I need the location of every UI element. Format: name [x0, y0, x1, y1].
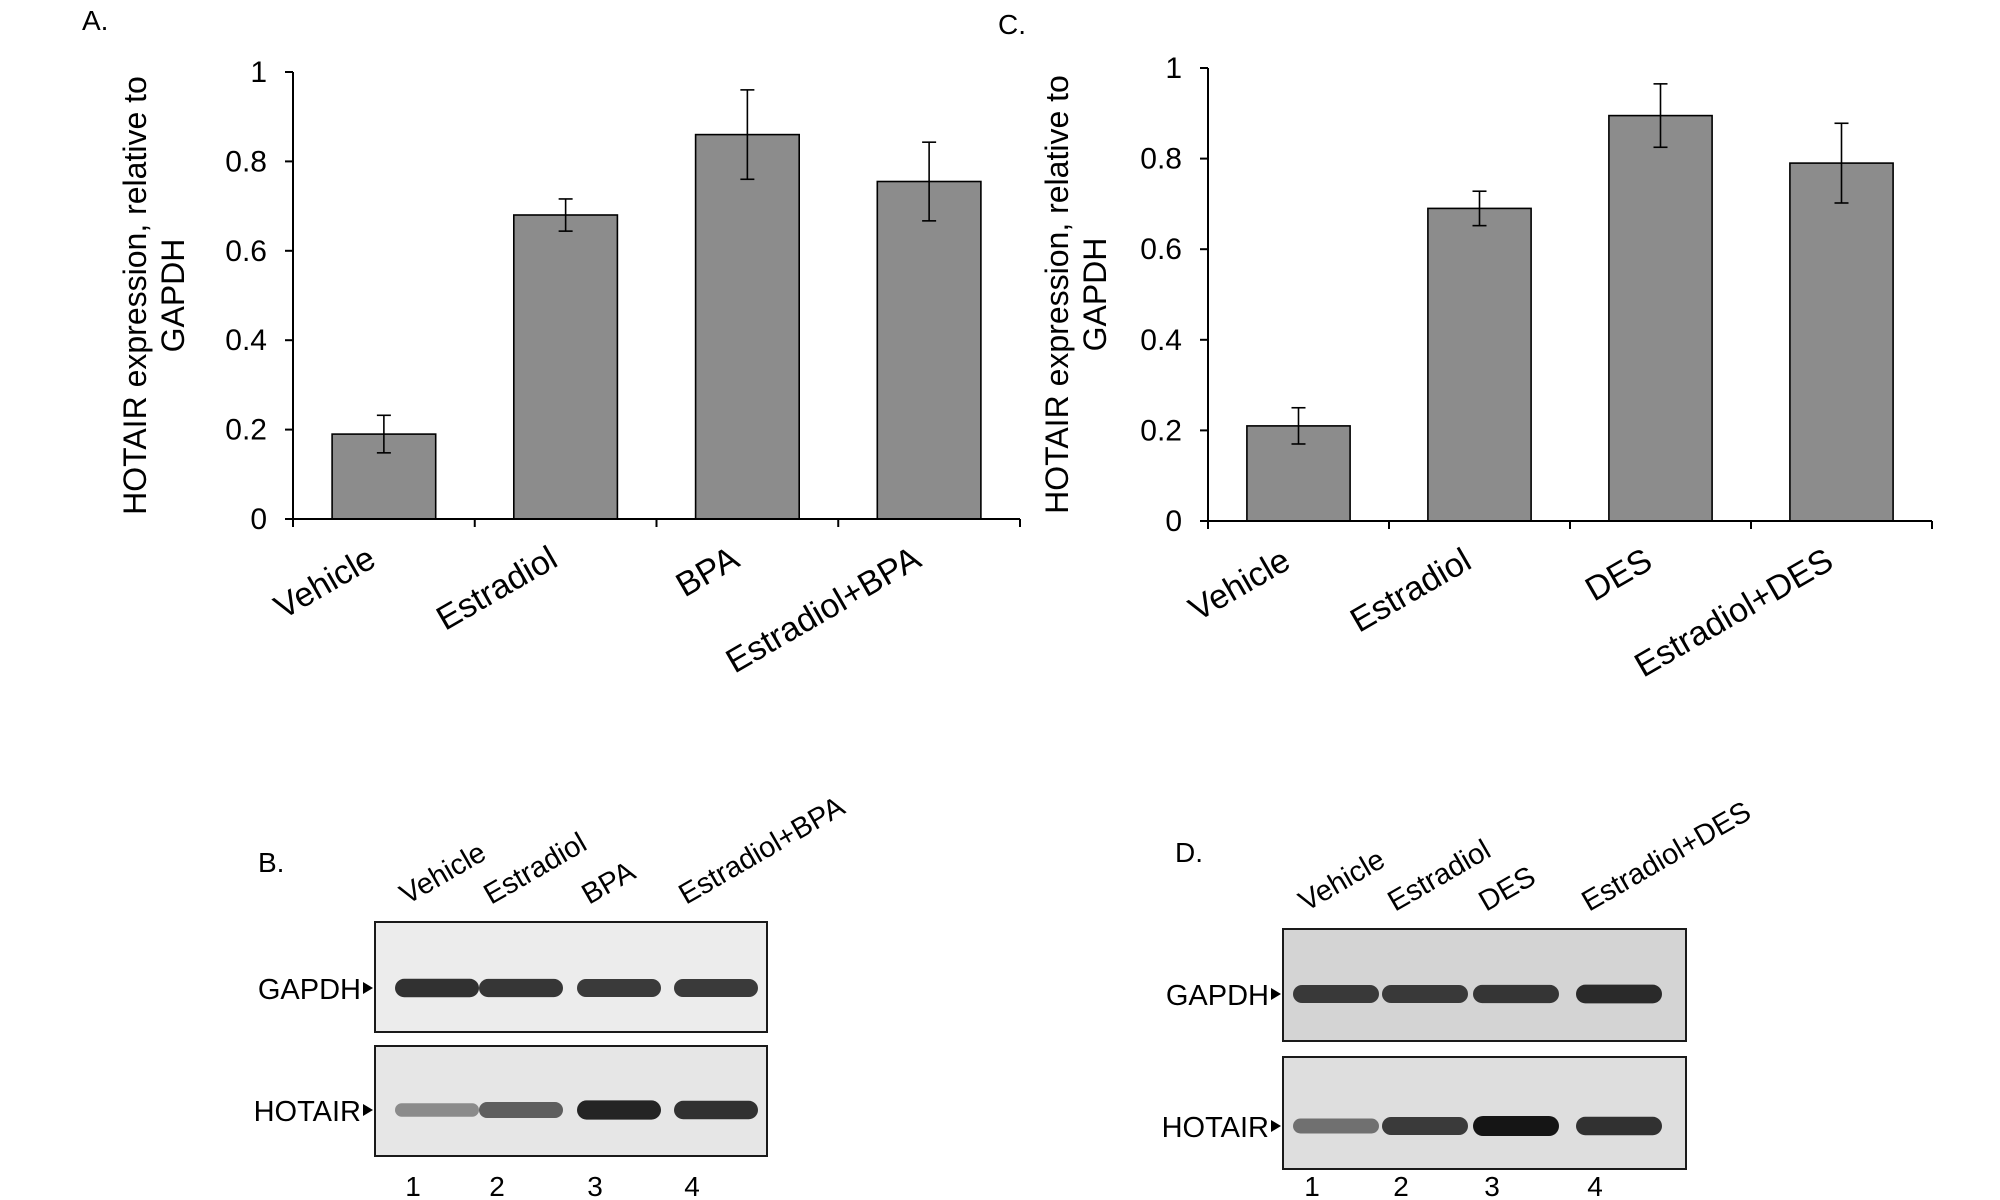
error-bar [922, 141, 937, 222]
lane-label: Estradiol [479, 827, 593, 911]
band-gapdh [577, 979, 661, 997]
band-hotair [479, 1102, 563, 1118]
y-axis-label: HOTAIR expression, relative toGAPDH [1039, 75, 1113, 514]
bar-chart-a: 0 0.2 0.4 0.6 0.8 1 Vehicle Estradiol BPAEstradi… [117, 56, 1021, 681]
y-tick-label: 0.4 [225, 324, 267, 357]
x-category-label: BPA [670, 539, 746, 605]
band-arrow-icon [1271, 1120, 1281, 1132]
y-tick-label: 0.8 [225, 145, 267, 178]
band-hotair [395, 1103, 479, 1117]
band-gapdh [674, 979, 758, 997]
lane-number: 2 [489, 1171, 505, 1200]
error-bar [1653, 83, 1668, 149]
y-tick-label: 0.6 [1140, 233, 1182, 266]
lane-number: 3 [1484, 1171, 1500, 1200]
y-tick-label: 0.2 [225, 414, 267, 447]
band-hotair [1576, 1116, 1662, 1136]
lane-label: Estradiol+BPA [674, 790, 851, 911]
x-category-label: Vehicle [1183, 541, 1297, 629]
lane-number: 4 [684, 1171, 700, 1200]
y-tick-label: 1 [250, 56, 267, 89]
error-bar [376, 414, 391, 454]
band-gapdh [1293, 985, 1379, 1003]
lane-label: Estradiol+DES [1577, 796, 1757, 918]
lane-label: DES [1474, 861, 1542, 919]
x-category-label: DES [1579, 541, 1659, 609]
panel-letter-b: B. [258, 847, 284, 878]
band-hotair [674, 1100, 758, 1120]
y-tick-label: 1 [1165, 52, 1182, 85]
lane-label: Estradiol [1383, 834, 1497, 918]
x-category-label: Estradiol+BPA [720, 539, 928, 681]
bar-estradiol [1427, 207, 1532, 522]
lane-number: 2 [1393, 1171, 1409, 1200]
band-gapdh [479, 978, 563, 998]
y-tick-label: 0 [1165, 505, 1182, 538]
x-category-label: Estradiol [430, 539, 564, 638]
bar-des [1608, 114, 1713, 522]
y-tick-label: 0 [250, 503, 267, 536]
band-gapdh [1473, 984, 1559, 1004]
gel-strip-hotair [1282, 1056, 1687, 1170]
band-label-gapdh: GAPDH [258, 974, 361, 1006]
y-axis-label-line: HOTAIR expression, relative to [117, 76, 153, 515]
error-bar [1291, 406, 1306, 445]
band-label-hotair: HOTAIR [1162, 1112, 1269, 1144]
y-axis-label: HOTAIR expression, relative toGAPDH [117, 76, 191, 515]
bar-estradiol [512, 214, 619, 520]
band-hotair [577, 1100, 661, 1120]
panel-letter-a: A. [82, 5, 108, 36]
panel-letter-c: C. [998, 9, 1026, 40]
y-axis-label-line: HOTAIR expression, relative to [1039, 75, 1075, 514]
lane-label: Vehicle [1294, 844, 1391, 918]
lane-label: Vehicle [395, 837, 492, 911]
lane-label: BPA [577, 855, 642, 911]
error-bar [1834, 122, 1849, 204]
x-category-label: Estradiol [1344, 541, 1478, 640]
band-gapdh [1382, 985, 1468, 1003]
error-bar [558, 198, 573, 232]
gel-strip-gapdh [374, 921, 768, 1033]
lane-number: 1 [405, 1171, 421, 1200]
band-arrow-icon [363, 982, 373, 994]
x-category-label: Vehicle [268, 539, 382, 627]
band-arrow-icon [1271, 988, 1281, 1000]
bar-bpa [694, 133, 800, 520]
band-hotair [1473, 1116, 1559, 1136]
band-label-gapdh: GAPDH [1166, 980, 1269, 1012]
bar-estradiol-bpa [876, 180, 982, 520]
y-axis-label-line: GAPDH [1077, 238, 1113, 352]
panel-letter-d: D. [1175, 837, 1203, 868]
y-tick-label: 0.2 [1140, 414, 1182, 447]
y-axis-label-line: GAPDH [155, 239, 191, 353]
band-gapdh [1576, 984, 1662, 1004]
bar-chart-c: 0 0.2 0.4 0.6 0.8 1 Vehicle Estradiol DESEstradi… [1039, 52, 1933, 685]
lane-number: 4 [1587, 1171, 1603, 1200]
error-bar [740, 89, 755, 181]
lane-number: 3 [587, 1171, 603, 1200]
y-tick-label: 0.8 [1140, 143, 1182, 176]
y-tick-label: 0.4 [1140, 324, 1182, 357]
band-hotair [1293, 1118, 1379, 1134]
y-tick-label: 0.6 [225, 235, 267, 268]
x-category-label: Estradiol+DES [1628, 541, 1839, 685]
band-label-hotair: HOTAIR [254, 1096, 361, 1128]
error-bar [1472, 190, 1487, 227]
lane-number: 1 [1304, 1171, 1320, 1200]
bar-estradiol-des [1789, 162, 1894, 522]
band-gapdh [395, 978, 479, 998]
band-hotair [1382, 1117, 1468, 1135]
band-arrow-icon [363, 1104, 373, 1116]
